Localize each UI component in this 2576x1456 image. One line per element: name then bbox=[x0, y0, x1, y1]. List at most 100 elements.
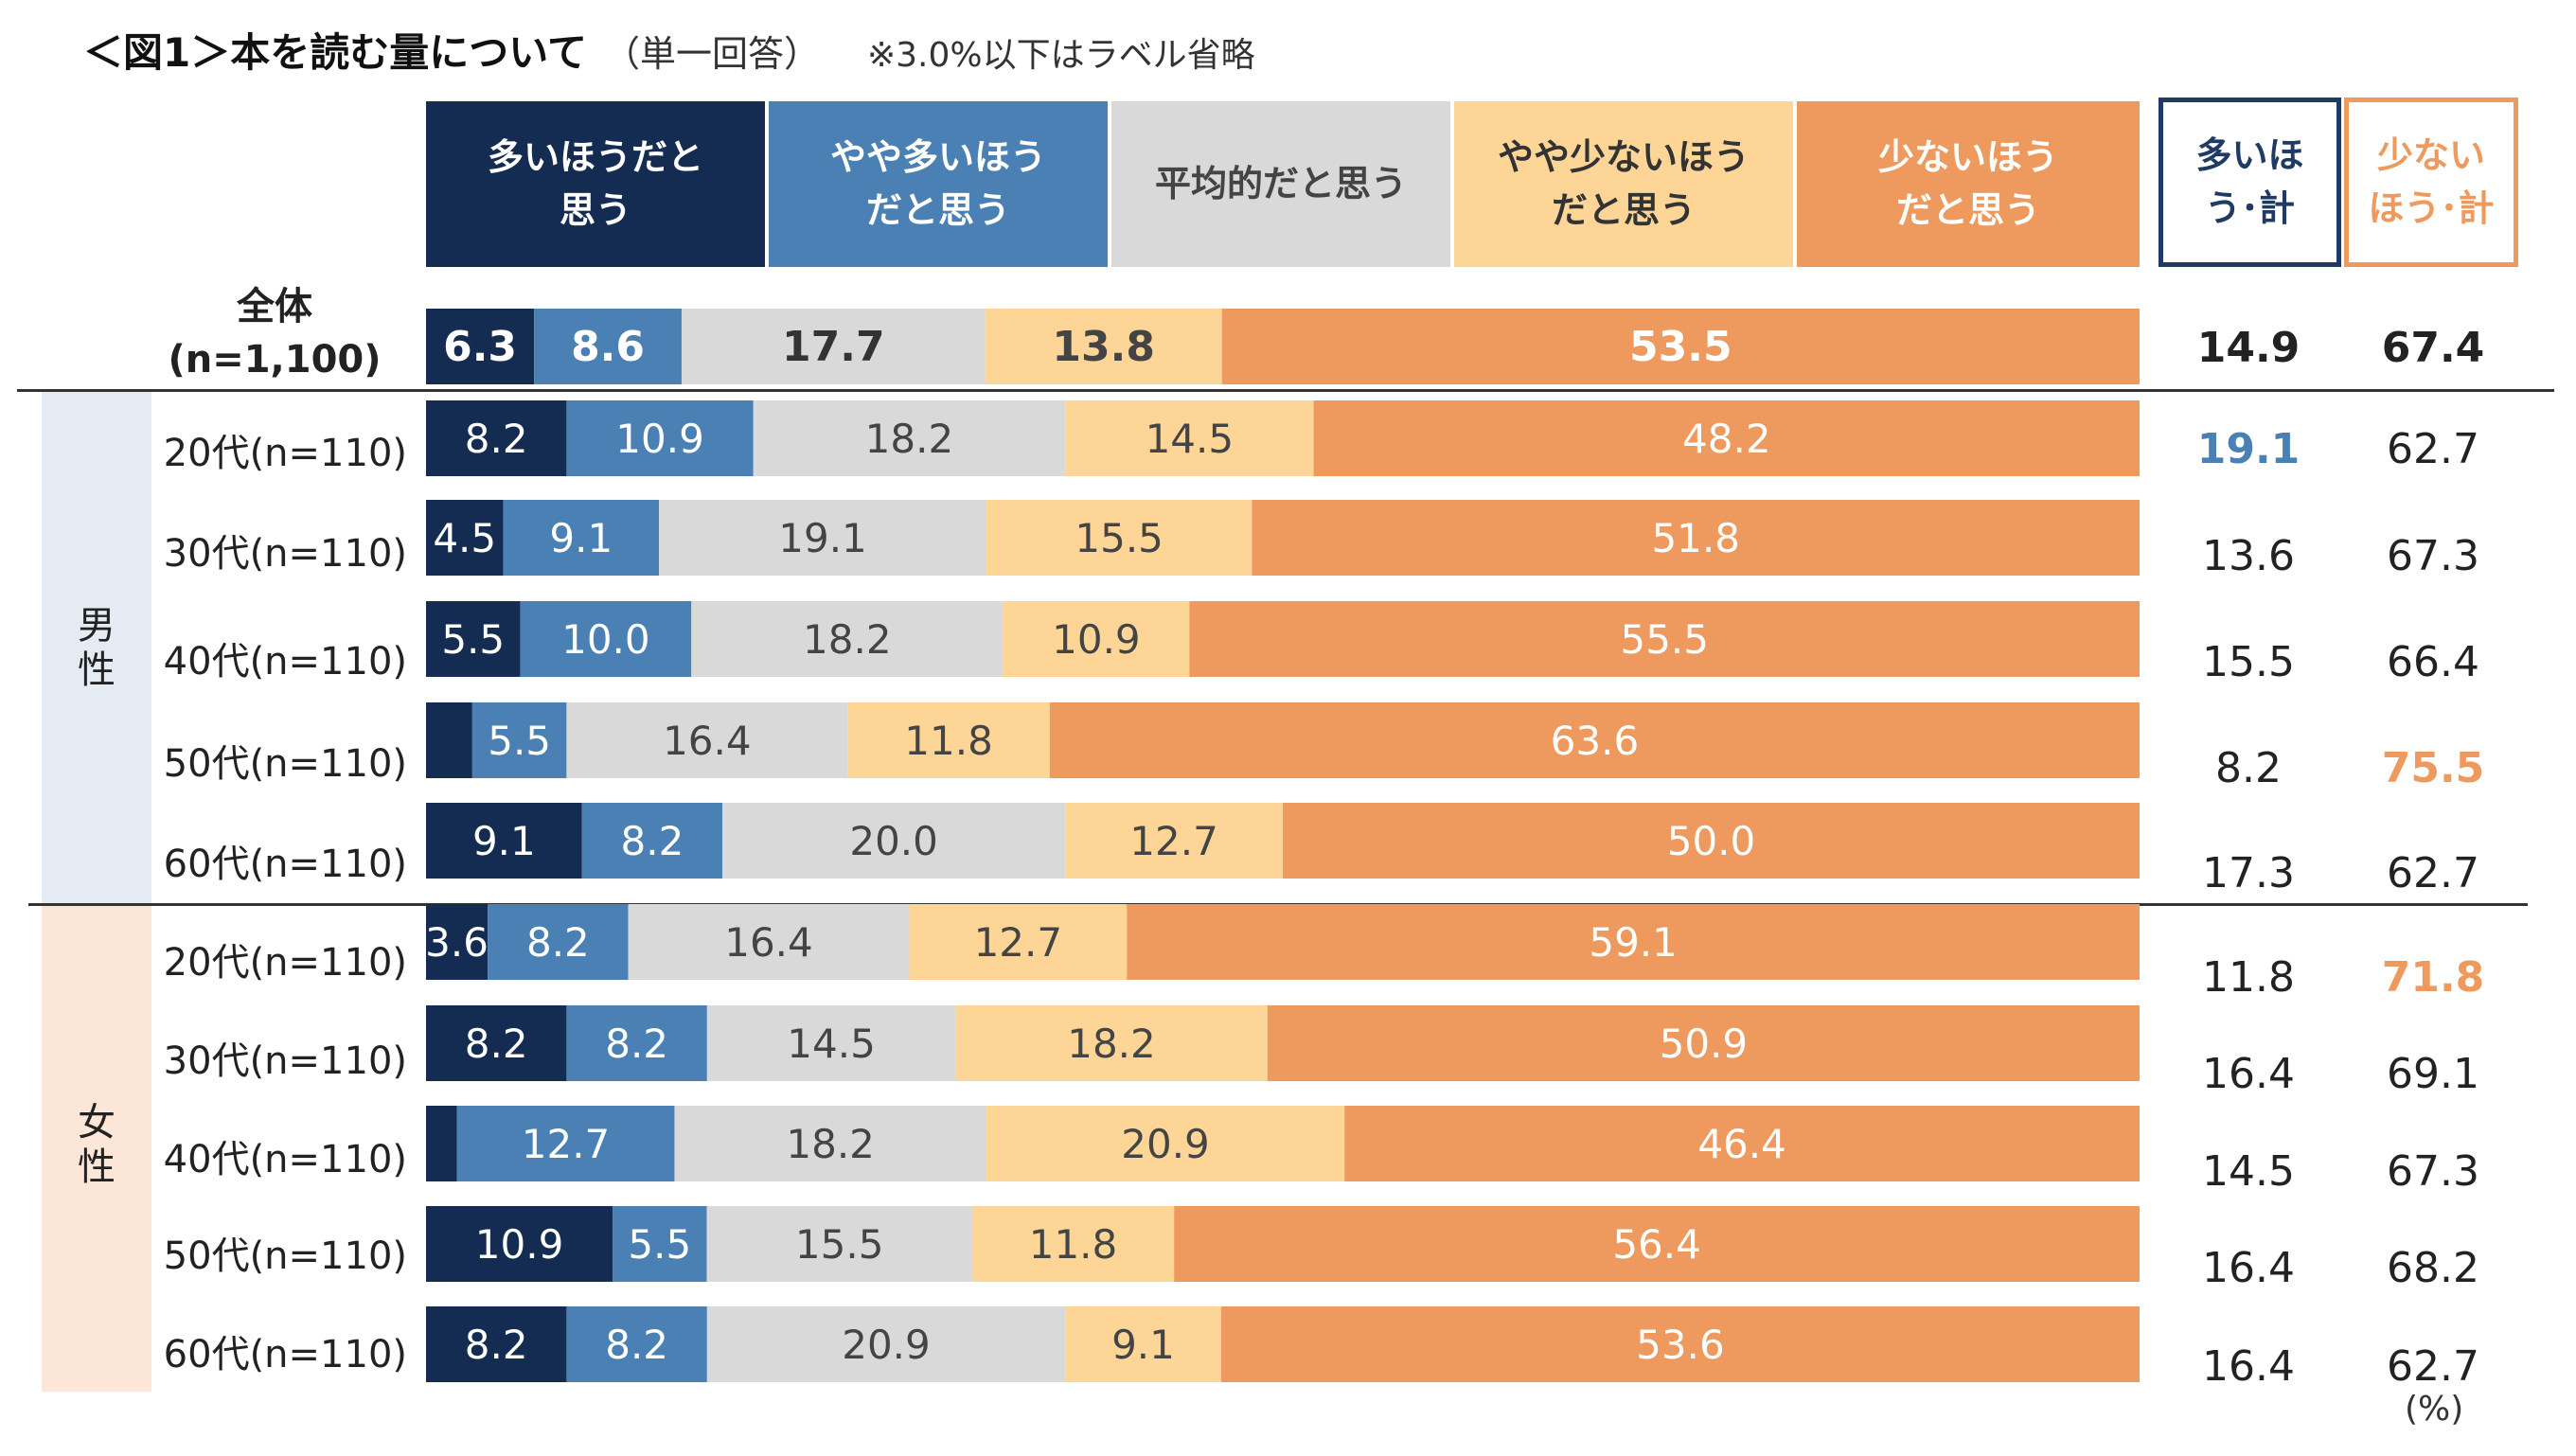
sum-many-total: 14.9 bbox=[2196, 324, 2301, 372]
bar-label-male-60s-somewhat-few: 12.7 bbox=[1129, 818, 1218, 864]
bar-male-50s-few bbox=[1049, 702, 2140, 778]
bar-female-20s-few bbox=[1127, 904, 2140, 980]
bar-label-male-40s-many: 5.5 bbox=[441, 616, 505, 663]
sum-few-total: 67.4 bbox=[2381, 324, 2485, 372]
bar-total-somewhat-many bbox=[534, 309, 682, 384]
bar-label-male-40s-average: 18.2 bbox=[803, 616, 892, 663]
bar-male-20s-average bbox=[753, 400, 1066, 476]
bar-total-average bbox=[681, 309, 986, 384]
bar-label-female-30s-few: 50.9 bbox=[1660, 1021, 1749, 1067]
bar-label-male-40s-somewhat-many: 10.0 bbox=[561, 616, 650, 663]
group-label-male: 男性 bbox=[78, 604, 115, 693]
sum-many-female-30s: 16.4 bbox=[2202, 1050, 2295, 1098]
bar-female-30s-somewhat-few bbox=[955, 1005, 1268, 1081]
bar-label-male-50s-somewhat-few: 11.8 bbox=[904, 718, 993, 764]
title-sub: （単一回答） bbox=[603, 33, 820, 75]
bar-label-female-60s-somewhat-many: 8.2 bbox=[605, 1322, 668, 1368]
bar-male-40s-somewhat-few bbox=[1003, 601, 1190, 677]
bar-label-total-average: 17.7 bbox=[782, 323, 885, 371]
bar-male-20s-few bbox=[1313, 400, 2140, 476]
bar-female-30s-many bbox=[426, 1005, 567, 1081]
sum-many-male-60s: 17.3 bbox=[2202, 849, 2295, 897]
bar-label-female-30s-average: 14.5 bbox=[787, 1021, 876, 1067]
group-label-female: 女性 bbox=[78, 1101, 115, 1190]
title-main: ＜図1＞本を読む量について bbox=[83, 29, 587, 76]
bar-label-male-30s-somewhat-few: 15.5 bbox=[1075, 515, 1164, 561]
sum-many-male-50s: 8.2 bbox=[2215, 744, 2282, 792]
bar-label-female-40s-average: 18.2 bbox=[786, 1121, 875, 1167]
bar-label-male-50s-few: 63.6 bbox=[1551, 718, 1640, 764]
bar-label-female-50s-somewhat-many: 5.5 bbox=[628, 1221, 691, 1268]
bar-label-male-60s-average: 20.0 bbox=[849, 818, 938, 864]
bar-male-40s-average bbox=[691, 601, 1004, 677]
bar-label-female-20s-somewhat-few: 12.7 bbox=[974, 919, 1063, 966]
bar-label-total-many: 6.3 bbox=[443, 323, 517, 371]
bar-male-50s-somewhat-many bbox=[471, 702, 567, 778]
sum-few-male-50s: 75.5 bbox=[2381, 744, 2485, 792]
bar-female-60s-many bbox=[426, 1306, 567, 1382]
bar-label-male-30s-somewhat-many: 9.1 bbox=[549, 515, 613, 561]
row-label-male-50s: 50代(n=110) bbox=[163, 742, 407, 786]
bar-label-male-20s-few: 48.2 bbox=[1682, 416, 1771, 462]
bar-label-male-60s-many: 9.1 bbox=[472, 818, 536, 864]
bar-label-male-40s-somewhat-few: 10.9 bbox=[1052, 616, 1141, 663]
bar-label-male-30s-average: 19.1 bbox=[778, 515, 867, 561]
bar-label-total-few: 53.5 bbox=[1629, 323, 1732, 371]
bar-female-50s-many bbox=[426, 1206, 613, 1282]
row-label-male-20s: 20代(n=110) bbox=[163, 432, 407, 475]
bar-label-male-20s-average: 18.2 bbox=[865, 416, 954, 462]
bar-label-male-20s-many: 8.2 bbox=[465, 416, 528, 462]
row-label-male-30s: 30代(n=110) bbox=[163, 532, 407, 576]
bar-female-60s-somewhat-many bbox=[566, 1306, 707, 1382]
sum-few-male-30s: 67.3 bbox=[2387, 532, 2479, 580]
bar-male-60s-somewhat-many bbox=[581, 803, 723, 879]
sum-few-male-40s: 66.4 bbox=[2387, 638, 2479, 686]
bar-female-40s-somewhat-few bbox=[986, 1106, 1345, 1181]
bar-total-few bbox=[1221, 309, 2140, 384]
row-label-female-20s: 20代(n=110) bbox=[163, 941, 407, 985]
row-label-female-30s: 30代(n=110) bbox=[163, 1039, 407, 1083]
group-band-male bbox=[42, 389, 151, 903]
bar-female-60s-average bbox=[706, 1306, 1066, 1382]
bar-label-female-30s-somewhat-many: 8.2 bbox=[605, 1021, 668, 1067]
bar-male-50s-many bbox=[426, 702, 472, 778]
bar-male-30s-few bbox=[1252, 500, 2140, 576]
bar-label-female-50s-many: 10.9 bbox=[475, 1221, 564, 1268]
row-label-male-40s: 40代(n=110) bbox=[163, 640, 407, 684]
bar-male-20s-somewhat-few bbox=[1065, 400, 1314, 476]
chart-title: ＜図1＞本を読む量について （単一回答） ※3.0%以下はラベル省略 bbox=[83, 21, 1255, 78]
bar-male-50s-somewhat-few bbox=[847, 702, 1050, 778]
bar-female-20s-somewhat-few bbox=[909, 904, 1128, 980]
bar-label-female-50s-few: 56.4 bbox=[1612, 1221, 1701, 1268]
bar-male-60s-somewhat-few bbox=[1065, 803, 1283, 879]
bar-female-50s-few bbox=[1174, 1206, 2140, 1282]
bar-label-female-60s-average: 20.9 bbox=[842, 1322, 931, 1368]
bar-male-30s-somewhat-few bbox=[986, 500, 1252, 576]
sum-few-female-60s: 62.7 bbox=[2387, 1342, 2479, 1391]
bar-label-male-30s-many: 4.5 bbox=[433, 515, 496, 561]
sum-header-many: 多いほ う･計 bbox=[2159, 98, 2341, 267]
bar-female-60s-somewhat-few bbox=[1065, 1306, 1221, 1382]
bar-label-male-20s-somewhat-many: 10.9 bbox=[615, 416, 704, 462]
bar-label-male-30s-few: 51.8 bbox=[1651, 515, 1740, 561]
bar-female-40s-few bbox=[1344, 1106, 2140, 1181]
bar-label-female-30s-somewhat-few: 18.2 bbox=[1067, 1021, 1156, 1067]
title-note: ※3.0%以下はラベル省略 bbox=[866, 36, 1255, 75]
legend-header-somewhat-few: やや少ないほう だと思う bbox=[1454, 101, 1793, 267]
bar-female-30s-few bbox=[1267, 1005, 2140, 1081]
bar-female-50s-somewhat-many bbox=[613, 1206, 707, 1282]
bar-female-40s-somewhat-many bbox=[456, 1106, 675, 1181]
bar-female-60s-few bbox=[1220, 1306, 2140, 1382]
bar-male-60s-few bbox=[1283, 803, 2140, 879]
bar-male-30s-somewhat-many bbox=[503, 500, 660, 576]
bar-male-30s-many bbox=[426, 500, 504, 576]
bar-female-40s-average bbox=[674, 1106, 986, 1181]
bar-male-40s-many bbox=[426, 601, 521, 677]
bar-label-female-20s-somewhat-many: 8.2 bbox=[526, 919, 590, 966]
sum-many-male-40s: 15.5 bbox=[2202, 638, 2295, 686]
row-label-female-60s: 60代(n=110) bbox=[163, 1333, 407, 1376]
bar-label-female-40s-somewhat-few: 20.9 bbox=[1121, 1121, 1210, 1167]
bar-female-30s-somewhat-many bbox=[566, 1005, 707, 1081]
sum-many-female-20s: 11.8 bbox=[2202, 953, 2295, 1002]
